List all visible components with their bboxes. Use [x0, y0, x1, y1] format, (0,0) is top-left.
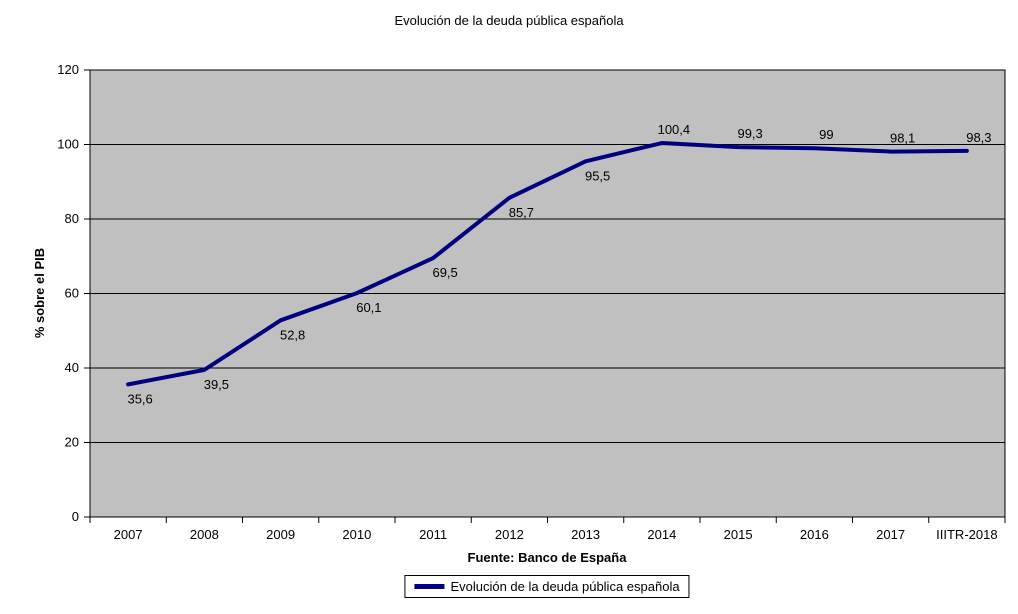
- y-axis-title: % sobre el PIB: [32, 248, 47, 338]
- x-tick-label: 2014: [647, 527, 676, 542]
- x-tick-label: IIITR-2018: [936, 527, 997, 542]
- legend: Evolución de la deuda pública española: [404, 575, 690, 598]
- x-tick-label: 2009: [266, 527, 295, 542]
- y-tick-label: 20: [65, 435, 79, 450]
- data-label: 60,1: [356, 300, 381, 315]
- data-label: 39,5: [204, 377, 229, 392]
- data-label: 95,5: [585, 168, 610, 183]
- data-label: 69,5: [432, 265, 457, 280]
- y-tick-label: 100: [57, 137, 79, 152]
- x-axis-title: Fuente: Banco de España: [468, 550, 628, 565]
- data-label: 98,3: [966, 130, 991, 145]
- x-tick-label: 2008: [190, 527, 219, 542]
- data-label: 99: [819, 127, 833, 142]
- data-label: 52,8: [280, 327, 305, 342]
- x-tick-label: 2011: [419, 527, 447, 542]
- x-tick-label: 2010: [342, 527, 371, 542]
- data-label: 35,6: [127, 391, 152, 406]
- x-tick-label: 2007: [114, 527, 143, 542]
- legend-label: Evolución de la deuda pública española: [450, 579, 680, 594]
- legend-line-swatch: [414, 584, 445, 589]
- y-tick-label: 120: [57, 62, 79, 77]
- data-label: 99,3: [737, 126, 762, 141]
- y-tick-label: 40: [65, 360, 79, 375]
- y-tick-label: 80: [65, 211, 79, 226]
- data-label: 98,1: [890, 131, 915, 146]
- x-tick-label: 2016: [800, 527, 829, 542]
- x-tick-label: 2012: [495, 527, 524, 542]
- data-label: 85,7: [509, 205, 534, 220]
- x-tick-label: 2017: [876, 527, 905, 542]
- chart-title: Evolución de la deuda pública española: [394, 13, 624, 28]
- y-tick-label: 60: [65, 286, 79, 301]
- x-tick-label: 2015: [724, 527, 753, 542]
- data-label: 100,4: [658, 122, 691, 137]
- y-tick-label: 0: [72, 509, 79, 524]
- x-tick-label: 2013: [571, 527, 600, 542]
- series-line: [126, 141, 969, 387]
